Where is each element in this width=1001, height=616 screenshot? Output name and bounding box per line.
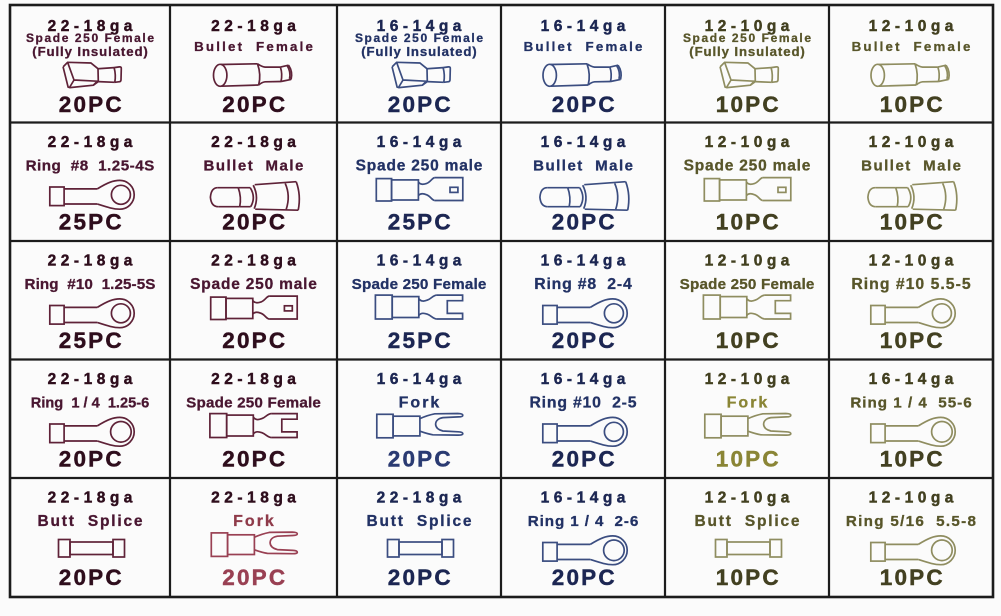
svg-text:Bullet Female: Bullet Female bbox=[194, 39, 315, 54]
svg-text:Spade 250 Female: Spade 250 Female bbox=[680, 276, 815, 293]
svg-text:Ring #8 2-4: Ring #8 2-4 bbox=[534, 276, 632, 293]
svg-text:10PC: 10PC bbox=[880, 92, 945, 117]
svg-text:20PC: 20PC bbox=[552, 565, 617, 590]
svg-text:20PC: 20PC bbox=[552, 92, 617, 117]
svg-text:Fork: Fork bbox=[233, 513, 276, 530]
svg-text:Ring 5/16 5.5-8: Ring 5/16 5.5-8 bbox=[846, 513, 977, 530]
svg-text:(Fully Insulated): (Fully Insulated) bbox=[689, 44, 805, 59]
svg-text:10PC: 10PC bbox=[716, 446, 781, 471]
svg-text:Spade 250 Female: Spade 250 Female bbox=[352, 276, 487, 293]
svg-text:16-14ga: 16-14ga bbox=[869, 371, 958, 388]
svg-text:20PC: 20PC bbox=[388, 92, 453, 117]
svg-text:20PC: 20PC bbox=[552, 328, 617, 353]
svg-text:25PC: 25PC bbox=[388, 209, 453, 234]
svg-text:22-18ga: 22-18ga bbox=[211, 371, 300, 388]
svg-text:12-10ga: 12-10ga bbox=[869, 490, 958, 507]
svg-text:12-10ga: 12-10ga bbox=[705, 253, 794, 270]
svg-text:16-14ga: 16-14ga bbox=[541, 253, 630, 270]
svg-text:Butt Splice: Butt Splice bbox=[366, 513, 473, 530]
svg-text:16-14ga: 16-14ga bbox=[377, 18, 466, 35]
svg-text:20PC: 20PC bbox=[222, 328, 287, 353]
svg-text:10PC: 10PC bbox=[716, 328, 781, 353]
svg-text:22-18ga: 22-18ga bbox=[48, 18, 137, 35]
svg-text:12-10ga: 12-10ga bbox=[705, 134, 794, 151]
svg-text:Bullet Male: Bullet Male bbox=[204, 158, 305, 175]
svg-text:Spade 250 Female: Spade 250 Female bbox=[683, 31, 813, 45]
svg-text:12-10ga: 12-10ga bbox=[869, 253, 958, 270]
svg-text:Ring 1 / 4 55-6: Ring 1 / 4 55-6 bbox=[850, 395, 972, 412]
svg-text:12-10ga: 12-10ga bbox=[869, 18, 958, 35]
svg-text:20PC: 20PC bbox=[222, 209, 287, 234]
svg-text:Butt Splice: Butt Splice bbox=[694, 513, 801, 530]
svg-text:10PC: 10PC bbox=[880, 328, 945, 353]
svg-text:12-10ga: 12-10ga bbox=[705, 371, 794, 388]
svg-text:20PC: 20PC bbox=[222, 446, 287, 471]
svg-text:Bullet Female: Bullet Female bbox=[852, 39, 973, 54]
svg-text:22-18ga: 22-18ga bbox=[211, 134, 300, 151]
svg-text:22-18ga: 22-18ga bbox=[48, 134, 137, 151]
svg-text:Ring #10 2-5: Ring #10 2-5 bbox=[529, 395, 637, 412]
svg-text:Spade 250 Female: Spade 250 Female bbox=[355, 31, 485, 45]
svg-text:20PC: 20PC bbox=[388, 565, 453, 590]
svg-text:22-18ga: 22-18ga bbox=[211, 253, 300, 270]
svg-text:20PC: 20PC bbox=[552, 446, 617, 471]
svg-text:20PC: 20PC bbox=[222, 565, 287, 590]
svg-text:10PC: 10PC bbox=[716, 565, 781, 590]
svg-text:(Fully Insulated): (Fully Insulated) bbox=[361, 44, 477, 59]
svg-text:Spade 250 male: Spade 250 male bbox=[684, 158, 812, 175]
svg-text:12-10ga: 12-10ga bbox=[705, 490, 794, 507]
svg-text:10PC: 10PC bbox=[716, 92, 781, 117]
svg-text:25PC: 25PC bbox=[388, 328, 453, 353]
svg-text:10PC: 10PC bbox=[880, 446, 945, 471]
svg-text:Spade 250 Female: Spade 250 Female bbox=[186, 395, 321, 412]
svg-text:Butt Splice: Butt Splice bbox=[37, 513, 144, 530]
svg-text:16-14ga: 16-14ga bbox=[541, 371, 630, 388]
svg-text:Ring 1 / 4 2-6: Ring 1 / 4 2-6 bbox=[528, 513, 639, 530]
svg-text:(Fully Insulated): (Fully Insulated) bbox=[32, 44, 148, 59]
svg-text:Spade 250 male: Spade 250 male bbox=[356, 158, 484, 175]
svg-text:Fork: Fork bbox=[399, 395, 442, 412]
svg-text:Bullet Female: Bullet Female bbox=[524, 39, 645, 54]
svg-text:10PC: 10PC bbox=[716, 209, 781, 234]
svg-text:Spade 250 Female: Spade 250 Female bbox=[26, 31, 156, 45]
svg-text:16-14ga: 16-14ga bbox=[541, 490, 630, 507]
svg-text:20PC: 20PC bbox=[59, 92, 124, 117]
svg-text:22-18ga: 22-18ga bbox=[48, 371, 137, 388]
svg-text:12-10ga: 12-10ga bbox=[705, 18, 794, 35]
svg-text:20PC: 20PC bbox=[388, 446, 453, 471]
svg-text:Ring #10 5.5-5: Ring #10 5.5-5 bbox=[851, 276, 971, 293]
svg-text:Spade 250 male: Spade 250 male bbox=[190, 276, 318, 293]
svg-text:22-18ga: 22-18ga bbox=[211, 18, 300, 35]
svg-text:22-18ga: 22-18ga bbox=[377, 490, 466, 507]
svg-text:16-14ga: 16-14ga bbox=[541, 134, 630, 151]
svg-text:25PC: 25PC bbox=[59, 209, 124, 234]
svg-text:16-14ga: 16-14ga bbox=[541, 18, 630, 35]
svg-text:25PC: 25PC bbox=[59, 328, 124, 353]
svg-text:20PC: 20PC bbox=[59, 565, 124, 590]
svg-text:Ring 1 / 4 1.25-6: Ring 1 / 4 1.25-6 bbox=[31, 396, 149, 412]
svg-text:20PC: 20PC bbox=[222, 92, 287, 117]
svg-text:22-18ga: 22-18ga bbox=[48, 253, 137, 270]
svg-text:22-18ga: 22-18ga bbox=[48, 490, 137, 507]
svg-text:Bullet Male: Bullet Male bbox=[533, 158, 634, 175]
svg-text:Fork: Fork bbox=[727, 395, 770, 412]
svg-text:Ring #8 1.25-4S: Ring #8 1.25-4S bbox=[26, 158, 155, 175]
svg-text:16-14ga: 16-14ga bbox=[377, 253, 466, 270]
svg-text:Bullet Male: Bullet Male bbox=[861, 158, 962, 175]
svg-text:16-14ga: 16-14ga bbox=[377, 134, 466, 151]
svg-text:Ring #10 1.25-5S: Ring #10 1.25-5S bbox=[25, 276, 156, 293]
svg-text:20PC: 20PC bbox=[552, 209, 617, 234]
svg-text:10PC: 10PC bbox=[880, 565, 945, 590]
svg-text:10PC: 10PC bbox=[880, 209, 945, 234]
svg-text:20PC: 20PC bbox=[59, 446, 124, 471]
svg-text:22-18ga: 22-18ga bbox=[211, 490, 300, 507]
svg-text:16-14ga: 16-14ga bbox=[377, 371, 466, 388]
svg-text:12-10ga: 12-10ga bbox=[869, 134, 958, 151]
